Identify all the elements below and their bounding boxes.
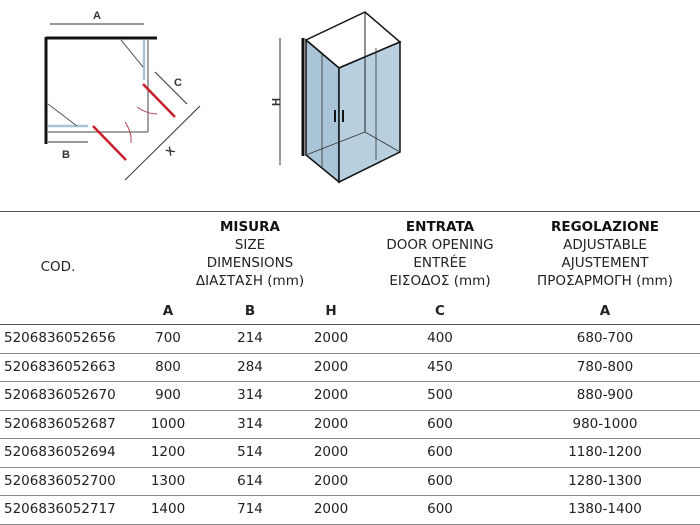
label-c: C: [174, 77, 182, 89]
sub-header-c: C: [435, 303, 445, 319]
cell-a: 900: [155, 387, 181, 403]
table-row: 5206836052663 800 284 2000 450 780-800: [0, 354, 700, 382]
product-diagram: A B C X H: [0, 0, 700, 205]
cell-h: 2000: [313, 330, 349, 346]
sub-header-adjust-a: A: [599, 303, 611, 319]
cell-h: 2000: [313, 444, 349, 460]
sub-header-h: H: [325, 303, 337, 319]
group-title: REGOLAZIONE: [550, 219, 660, 235]
plan-view-diagram: A B C X: [44, 10, 201, 181]
cell-a: 800: [155, 358, 181, 375]
table-row: 5206836052717 1400 714 2000 600 1380-1400: [0, 496, 700, 525]
cell-code: 5206836052687: [4, 415, 116, 432]
cell-h: 2000: [313, 415, 349, 432]
sub-header-b: B: [244, 303, 256, 319]
cell-h: 2000: [313, 358, 349, 375]
cell-b: 514: [237, 444, 263, 460]
cell-a: 1400: [150, 501, 186, 517]
group-line: ΕΙΣΟΔΟΣ (mm): [389, 273, 491, 289]
cell-b: 314: [237, 415, 263, 432]
cell-code: 5206836052700: [4, 472, 116, 489]
cell-a: 1200: [150, 444, 186, 460]
cell-a: 700: [155, 330, 181, 346]
cell-c: 450: [427, 358, 453, 375]
group-header-size: MISURA SIZE DIMENSIONS ΔΙΑΣΤΑΣΗ (mm): [196, 218, 304, 290]
group-line: ADJUSTABLE: [563, 237, 647, 253]
cell-c: 500: [427, 387, 453, 403]
cell-c: 600: [427, 472, 453, 489]
cell-h: 2000: [313, 501, 349, 517]
group-title: MISURA: [220, 219, 280, 235]
table-row: 5206836052694 1200 514 2000 600 1180-1200: [0, 439, 700, 468]
cell-h: 2000: [313, 387, 349, 403]
sub-header-a: A: [162, 303, 174, 319]
cell-code: 5206836052670: [4, 387, 116, 403]
group-line: ΔΙΑΣΤΑΣΗ (mm): [195, 273, 305, 289]
table-header: COD. MISURA SIZE DIMENSIONS ΔΙΑΣΤΑΣΗ (mm…: [0, 212, 700, 298]
group-line: ENTRÉE: [413, 255, 467, 271]
cod-header: COD.: [40, 259, 76, 275]
cell-adjust: 680-700: [576, 330, 634, 346]
label-x: X: [164, 144, 178, 158]
group-line: ΠΡΟΣΑΡΜΟΓΗ (mm): [537, 273, 673, 289]
table-row: 5206836052656 700 214 2000 400 680-700: [0, 325, 700, 354]
group-line: DOOR OPENING: [386, 237, 494, 253]
elevation-view-diagram: H: [269, 11, 402, 184]
cell-adjust: 1180-1200: [568, 444, 642, 460]
cell-code: 5206836052717: [4, 501, 116, 517]
group-header-adjustable: REGOLAZIONE ADJUSTABLE AJUSTEMENT ΠΡΟΣΑΡ…: [537, 218, 673, 290]
shower-diagrams: A B C X H: [44, 10, 402, 184]
cell-a: 1000: [150, 415, 186, 432]
cell-c: 400: [427, 330, 453, 346]
label-b: B: [62, 149, 70, 161]
cell-b: 714: [237, 501, 263, 517]
table-row: 5206836052700 1300 614 2000 600 1280-1300: [0, 468, 700, 496]
cell-h: 2000: [313, 472, 349, 489]
cell-a: 1300: [150, 472, 186, 489]
cell-adjust: 780-800: [576, 358, 634, 375]
cell-c: 600: [427, 501, 453, 517]
cell-c: 600: [427, 444, 453, 460]
cell-b: 284: [237, 358, 263, 375]
label-h: H: [269, 98, 281, 106]
cell-adjust: 1280-1300: [568, 472, 642, 489]
product-size-table: COD. MISURA SIZE DIMENSIONS ΔΙΑΣΤΑΣΗ (mm…: [0, 211, 700, 525]
cell-code: 5206836052656: [4, 330, 116, 346]
label-a: A: [93, 10, 101, 22]
cell-code: 5206836052694: [4, 444, 116, 460]
cell-code: 5206836052663: [4, 358, 116, 375]
group-title: ENTRATA: [405, 219, 475, 235]
cell-b: 214: [237, 330, 263, 346]
cell-b: 614: [237, 472, 263, 489]
group-line: SIZE: [234, 237, 266, 253]
cell-b: 314: [237, 387, 263, 403]
table-row: 5206836052687 1000 314 2000 600 980-1000: [0, 411, 700, 439]
table-row: 5206836052670 900 314 2000 500 880-900: [0, 382, 700, 411]
cell-c: 600: [427, 415, 453, 432]
group-line: DIMENSIONS: [206, 255, 294, 271]
sub-header-row: A B H C A: [0, 298, 700, 325]
group-line: AJUSTEMENT: [561, 255, 649, 271]
group-header-door-opening: ENTRATA DOOR OPENING ENTRÉE ΕΙΣΟΔΟΣ (mm): [386, 218, 493, 290]
cell-adjust: 980-1000: [572, 415, 638, 432]
cell-adjust: 1380-1400: [568, 501, 642, 517]
cell-adjust: 880-900: [576, 387, 634, 403]
